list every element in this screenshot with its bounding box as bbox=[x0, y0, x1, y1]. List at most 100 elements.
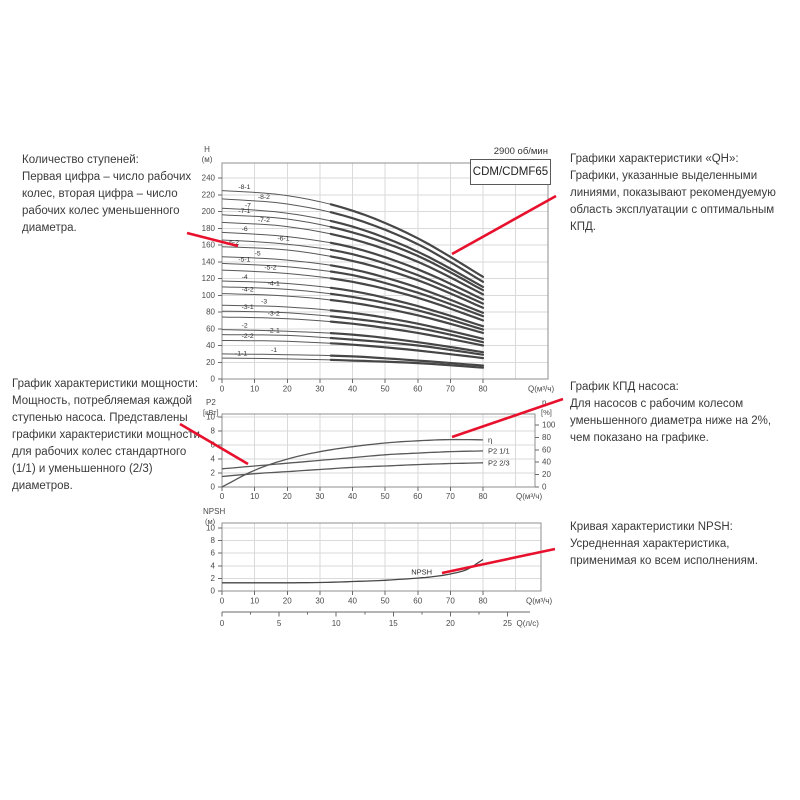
y2-axis-label: η bbox=[542, 398, 546, 407]
qh-curve-label: -6 bbox=[242, 226, 248, 233]
grid bbox=[222, 414, 535, 487]
curve-end-label: P2 2/3 bbox=[488, 458, 510, 467]
y2-axis-unit: [%] bbox=[541, 408, 552, 417]
qh-curve-thin bbox=[221, 198, 331, 213]
y-tick-label: 0 bbox=[211, 483, 216, 492]
x-tick-label: 80 bbox=[479, 385, 488, 394]
qh-curve-label: -8-1 bbox=[238, 184, 250, 191]
y-axis-unit: [кВт] bbox=[203, 408, 219, 417]
y-tick-label: 80 bbox=[206, 308, 215, 317]
y-tick-label: 8 bbox=[211, 536, 216, 545]
y-tick-label: 120 bbox=[202, 274, 216, 283]
qh-curve-bold bbox=[329, 332, 485, 354]
qh-curve-bold bbox=[329, 358, 485, 369]
y2-tick-label: 20 bbox=[542, 470, 551, 479]
qh-curve-thin bbox=[221, 207, 331, 222]
qh-curve-bold bbox=[329, 342, 485, 360]
x-tick-label: 30 bbox=[315, 492, 324, 501]
qh-curve-label: -3 bbox=[261, 299, 267, 306]
qh-curve-label: -4-2 bbox=[242, 287, 254, 294]
qh-curve-thin bbox=[221, 316, 331, 323]
x-tick-label: 20 bbox=[283, 597, 292, 606]
y-tick-label: 6 bbox=[211, 441, 216, 450]
qh-curve-thin bbox=[221, 286, 331, 295]
y-tick-label: 60 bbox=[206, 324, 215, 333]
x-tick-label: 10 bbox=[250, 492, 259, 501]
qh-curve-bold bbox=[329, 286, 485, 328]
qh-curve-bold bbox=[329, 232, 485, 296]
y-tick-label: 240 bbox=[202, 174, 216, 183]
x2-tick-label: 15 bbox=[389, 619, 398, 628]
qh-curve-bold bbox=[329, 320, 485, 347]
qh-curve-label: -4 bbox=[242, 274, 248, 281]
note-efficiency: График КПД насоса: Для насосов с рабочим… bbox=[570, 379, 775, 447]
y-axis-label: P2 bbox=[206, 398, 216, 407]
qh-curve-label: -1 bbox=[271, 347, 277, 354]
y-tick-label: 6 bbox=[211, 549, 216, 558]
note-title: Кривая характеристики NPSH: bbox=[570, 521, 733, 533]
curve-P2 1/1 bbox=[221, 450, 484, 470]
x-tick-label: 30 bbox=[315, 385, 324, 394]
x-tick-label: 40 bbox=[348, 492, 357, 501]
qh-curve-label: -7-1 bbox=[238, 208, 250, 215]
note-title: График КПД насоса: bbox=[570, 381, 679, 393]
note-body: Графики, указанные выделенными линиями, … bbox=[570, 170, 776, 233]
grid bbox=[222, 163, 548, 379]
qh-curve-label: -4-1 bbox=[268, 281, 280, 288]
x-tick-label: 70 bbox=[446, 492, 455, 501]
qh-curve-thin bbox=[221, 310, 331, 317]
power-efficiency-chart: 0 10 20 30 40 50 60 70 80 Q(м³/ч)0246810020406080… bbox=[203, 398, 556, 501]
rpm-label: 2900 об/мин bbox=[493, 146, 548, 157]
y-tick-label: 2 bbox=[211, 574, 216, 583]
qh-curve-label: -3-1 bbox=[242, 304, 254, 311]
qh-curve-thin bbox=[221, 190, 331, 205]
qh-curve-thin bbox=[221, 293, 331, 301]
y-tick-label: 4 bbox=[211, 561, 216, 570]
y-tick-label: 4 bbox=[211, 455, 216, 464]
qh-curve-thin bbox=[221, 221, 331, 235]
y-axis-unit: (м) bbox=[205, 517, 216, 526]
y-tick-label: 220 bbox=[202, 190, 216, 199]
qh-curve-thin bbox=[221, 246, 331, 257]
qh-curve-thin bbox=[222, 340, 331, 344]
note-body: Для насосов с рабочим колесом уменьшенно… bbox=[570, 398, 772, 444]
x-tick-label: 60 bbox=[413, 385, 422, 394]
note-stage-count: Количество ступеней: Первая цифра – числ… bbox=[22, 152, 197, 237]
x2-tick-label: 20 bbox=[446, 619, 455, 628]
qh-curve-thin bbox=[221, 256, 331, 266]
qh-curve-label: -7 bbox=[245, 202, 251, 209]
qh-curve-thin bbox=[221, 262, 331, 272]
axis-ticks bbox=[218, 527, 484, 595]
qh-curve-bold bbox=[329, 270, 485, 318]
qh-curve-label: -2-1 bbox=[268, 327, 280, 334]
note-qh: Графики характеристики «QH»: Графики, ук… bbox=[570, 151, 800, 236]
y2-tick-label: 40 bbox=[542, 458, 551, 467]
qh-curve-label: -5 bbox=[255, 250, 261, 257]
power-curves bbox=[221, 438, 484, 488]
x2-axis-label: Q(л/с) bbox=[517, 619, 540, 628]
qh-curves bbox=[221, 190, 485, 369]
x-axis-label: Q(м³/ч) bbox=[526, 597, 552, 606]
note-title: Графики характеристики «QH»: bbox=[570, 153, 739, 165]
qh-curve-bold bbox=[329, 315, 485, 344]
y-tick-label: 2 bbox=[211, 469, 216, 478]
qh-curve-label: -2 bbox=[242, 322, 248, 329]
qh-curve-label: -1-1 bbox=[235, 351, 247, 358]
y2-tick-label: 60 bbox=[542, 445, 551, 454]
y-tick-label: 100 bbox=[202, 291, 216, 300]
x-tick-label: 50 bbox=[381, 385, 390, 394]
qh-curve-bold bbox=[329, 264, 485, 314]
x-tick-label: 80 bbox=[479, 492, 488, 501]
qh-curve-bold bbox=[329, 211, 485, 283]
x-axis-label: Q(м³/ч) bbox=[516, 492, 542, 501]
note-body: Мощность, потребляемая каждой ступенью н… bbox=[12, 395, 200, 492]
x-tick-label: 40 bbox=[348, 597, 357, 606]
x-tick-label: 60 bbox=[413, 492, 422, 501]
qh-curve-label: -3-2 bbox=[268, 310, 280, 317]
y-tick-label: 160 bbox=[202, 241, 216, 250]
x2-tick-label: 5 bbox=[277, 619, 282, 628]
qh-curve-thin bbox=[221, 280, 331, 289]
curve-end-label: η bbox=[488, 435, 492, 444]
y-axis-unit: (м) bbox=[202, 155, 213, 164]
curve-end-label: P2 1/1 bbox=[488, 446, 510, 455]
